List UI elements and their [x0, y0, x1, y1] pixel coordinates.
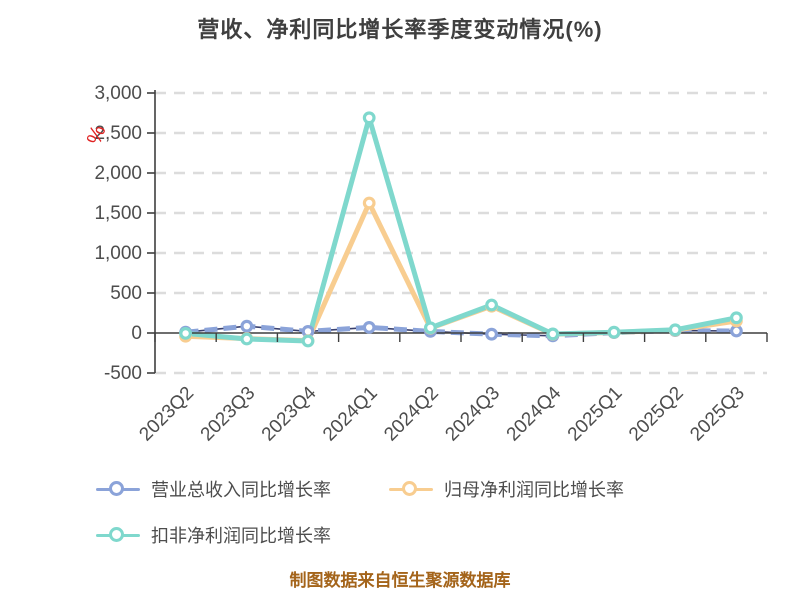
legend: 营业总收入同比增长率 归母净利润同比增长率 扣非净利润同比增长率 — [96, 476, 746, 548]
legend-label: 营业总收入同比增长率 — [151, 480, 331, 500]
y-tick-label: 500 — [110, 283, 142, 304]
x-axis-zero-line — [154, 332, 768, 342]
legend-item-deducted-net-profit-yoy[interactable]: 扣非净利润同比增长率 — [96, 522, 331, 548]
data-point — [485, 298, 499, 312]
data-point — [424, 321, 437, 335]
x-tick-label: 2024Q1 — [319, 383, 382, 446]
legend-dot — [109, 527, 124, 542]
x-tick-label: 2023Q4 — [258, 382, 321, 445]
y-tick-label: 2,500 — [94, 123, 142, 144]
legend-item-net-profit-yoy[interactable]: 归母净利润同比增长率 — [389, 476, 624, 502]
x-tick-label: 2025Q3 — [686, 383, 749, 446]
data-point — [362, 111, 376, 125]
data-point — [240, 332, 254, 346]
data-source-note: 制图数据来自恒生聚源数据库 — [289, 571, 511, 590]
data-point — [546, 327, 560, 341]
line-marker-icon — [96, 481, 140, 497]
data-point — [362, 321, 376, 334]
legend-item-total-revenue-yoy[interactable]: 营业总收入同比增长率 — [96, 476, 331, 502]
x-axis-labels: 2023Q22023Q32023Q42024Q12024Q22024Q32024… — [135, 382, 748, 445]
chart-title: 营收、净利同比增长率季度变动情况(%) — [197, 17, 603, 42]
x-tick-label: 2023Q3 — [197, 383, 260, 446]
series-line — [183, 115, 739, 344]
y-tick-label: 3,000 — [94, 83, 142, 104]
line-marker-icon — [96, 527, 140, 543]
y-tick-label: 1,000 — [94, 243, 142, 264]
x-tick-label: 2023Q2 — [135, 383, 198, 446]
line-marker-icon — [389, 481, 433, 497]
legend-dot — [402, 481, 417, 496]
y-tick-label: 0 — [131, 323, 142, 344]
series-line — [183, 200, 739, 344]
data-point — [240, 319, 254, 333]
x-tick-label: 2024Q4 — [503, 382, 566, 445]
data-point — [730, 311, 743, 325]
data-point — [485, 327, 499, 341]
x-tick-label: 2025Q2 — [625, 383, 688, 446]
data-point — [301, 334, 315, 348]
legend-label: 扣非净利润同比增长率 — [151, 526, 331, 546]
y-tick-label: 2,000 — [94, 163, 142, 184]
data-point — [179, 327, 193, 340]
series-lines — [183, 115, 739, 344]
x-tick-label: 2024Q2 — [380, 383, 443, 446]
legend-label: 归母净利润同比增长率 — [444, 480, 624, 500]
data-point — [730, 324, 743, 338]
gridlines — [155, 91, 767, 375]
y-tick-label: 1,500 — [94, 203, 142, 224]
data-point-markers — [179, 111, 743, 348]
y-tick-label: -500 — [104, 363, 142, 384]
data-point — [607, 325, 621, 339]
x-tick-label: 2025Q1 — [564, 383, 627, 446]
x-tick-label: 2024Q3 — [441, 383, 504, 446]
data-point — [362, 196, 376, 210]
legend-dot — [109, 481, 124, 496]
data-point — [668, 323, 682, 337]
